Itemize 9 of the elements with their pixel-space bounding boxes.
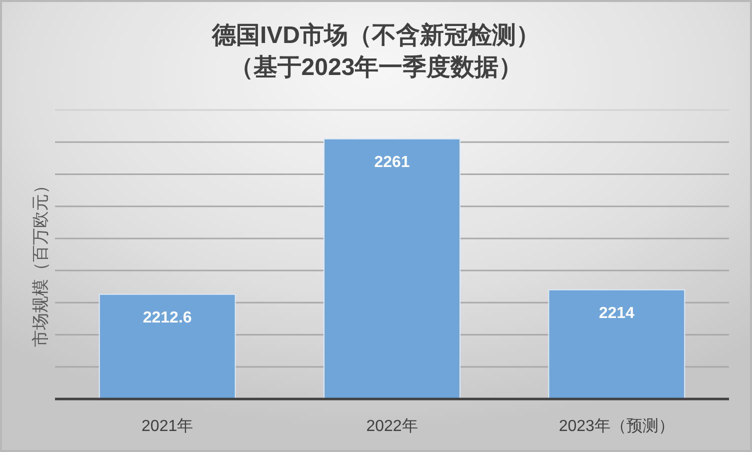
x-tick-label: 2023年（预测）	[558, 418, 674, 435]
data-label: 2212.6	[142, 309, 192, 326]
chart-subtitle: （基于2023年一季度数据）	[229, 54, 523, 81]
x-tick-label: 2021年	[142, 418, 194, 435]
chart-title: 德国IVD市场（不含新冠检测）	[210, 22, 540, 49]
y-axis-title: 市场规模（百万欧元）	[31, 177, 50, 347]
x-tick-label: 2022年	[366, 418, 418, 435]
data-label: 2261	[374, 154, 410, 171]
data-label: 2214	[598, 304, 635, 322]
